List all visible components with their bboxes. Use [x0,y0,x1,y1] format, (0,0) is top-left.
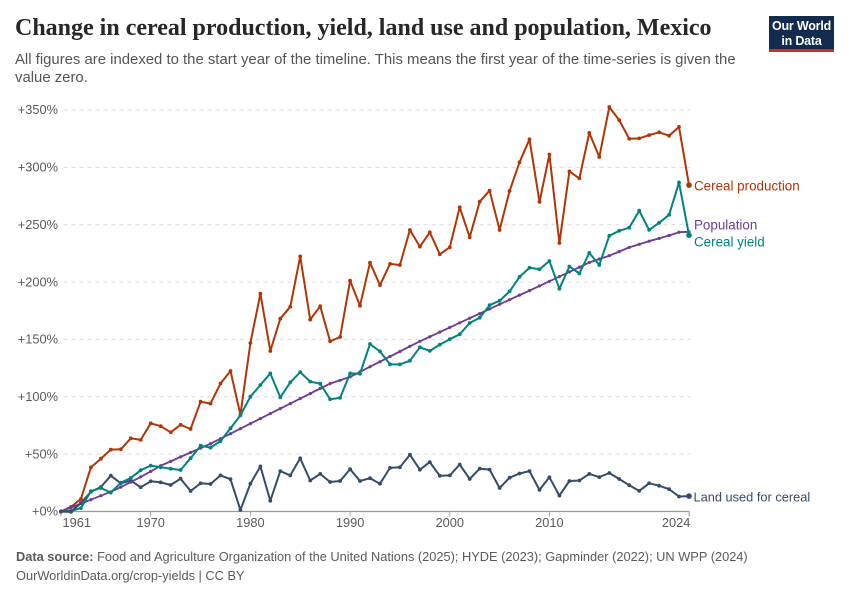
svg-text:+100%: +100% [18,389,58,404]
svg-text:+250%: +250% [18,217,58,232]
svg-text:1990: 1990 [336,515,364,530]
svg-text:1970: 1970 [136,515,164,530]
svg-text:Cereal yield: Cereal yield [694,235,765,250]
svg-text:+200%: +200% [18,274,58,289]
svg-text:Cereal production: Cereal production [694,179,800,194]
svg-text:1961: 1961 [63,515,91,530]
svg-text:2010: 2010 [535,515,563,530]
svg-text:2000: 2000 [436,515,464,530]
svg-text:Population: Population [694,218,757,233]
svg-text:2024: 2024 [662,515,690,530]
svg-text:1980: 1980 [236,515,264,530]
svg-text:+150%: +150% [18,332,58,347]
svg-text:+0%: +0% [32,504,58,519]
svg-text:+50%: +50% [25,446,58,461]
svg-text:Land used for cereal: Land used for cereal [694,489,811,504]
svg-text:+300%: +300% [18,160,58,175]
svg-text:+350%: +350% [18,102,58,117]
